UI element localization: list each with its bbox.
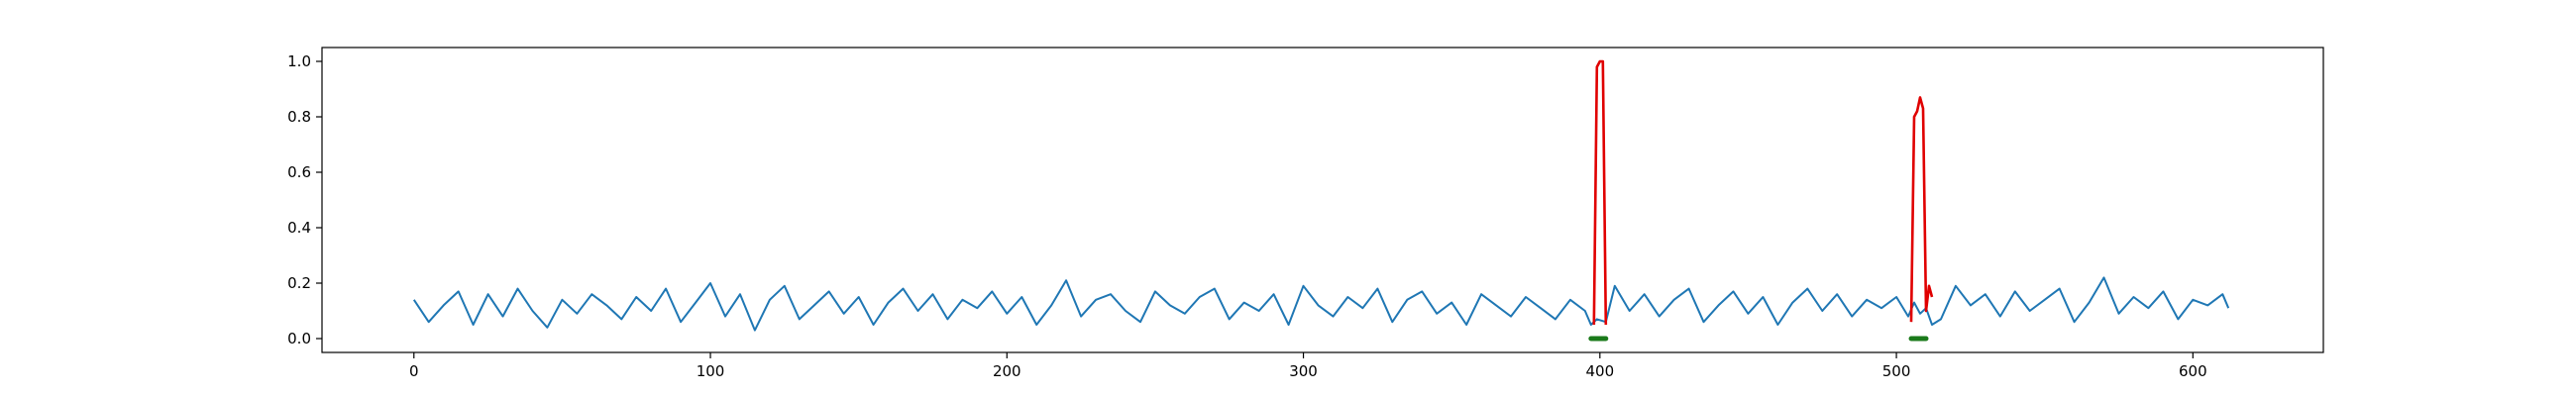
x-tick-label: 0 [409,362,419,380]
y-tick-label: 0.4 [287,219,311,237]
anomaly-series-line-1 [1592,59,1608,326]
x-tick-label: 600 [2179,362,2207,380]
plot-frame [321,47,2324,353]
series-layer [412,59,2230,332]
x-axis: 0 100 200 300 400 500 600 [409,352,2207,380]
anomaly-series-line-2 [1909,96,1934,323]
y-tick-label: 1.0 [287,52,311,70]
y-tick-label: 0.8 [287,108,311,126]
x-tick-label: 500 [1882,362,1911,380]
y-tick-label: 0.6 [287,163,311,181]
y-tick-label: 0.2 [287,274,311,292]
x-tick-label: 100 [697,362,725,380]
x-tick-label: 200 [993,362,1021,380]
signal-series-line [412,276,2230,332]
x-tick-label: 300 [1289,362,1318,380]
y-axis: 0.0 0.2 0.4 0.6 0.8 1.0 [287,52,322,347]
x-tick-label: 400 [1585,362,1614,380]
y-tick-label: 0.0 [287,330,311,347]
